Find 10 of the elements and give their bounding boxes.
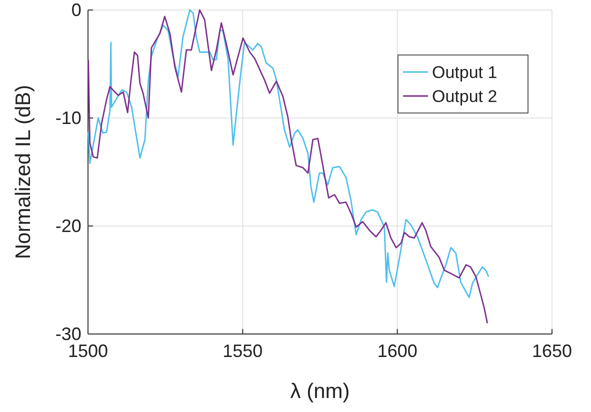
x-axis-title: λ (nm) bbox=[290, 380, 350, 403]
legend-label: Output 2 bbox=[432, 87, 498, 106]
x-tick-label: 1600 bbox=[377, 340, 418, 361]
legend-label: Output 1 bbox=[432, 63, 498, 82]
y-tick-label: -10 bbox=[55, 108, 82, 128]
x-tick-label: 1650 bbox=[532, 340, 572, 361]
y-tick-label: -20 bbox=[55, 216, 82, 236]
x-tick-label: 1550 bbox=[222, 340, 263, 361]
y-axis-title: Normalized IL (dB) bbox=[12, 84, 35, 260]
y-tick-label: 0 bbox=[71, 0, 82, 20]
